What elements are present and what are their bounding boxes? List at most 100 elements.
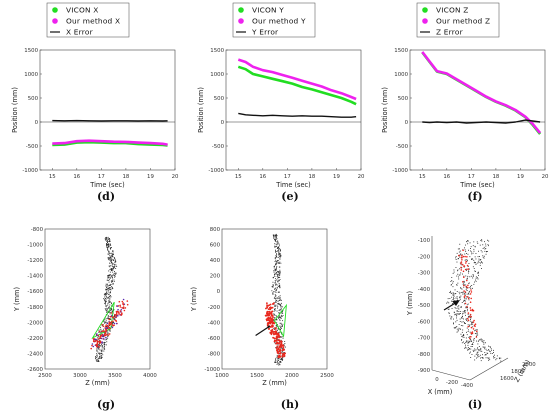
cloud-point [105,299,107,301]
y-tick-label: -1000 [22,168,38,174]
cloud-point [486,352,488,354]
cloud-point [100,345,102,347]
plot-frame [409,49,546,171]
cloud-point [477,343,479,345]
cloud-point [275,295,276,297]
cloud-point [477,242,479,244]
legend-marker [238,18,244,24]
cloud-point [482,341,484,343]
cloud-point [499,358,500,360]
cloud-point [100,329,102,331]
cloud-point [460,264,462,266]
cloud-point [448,302,450,304]
cloud-point [284,345,285,347]
cloud-point [469,276,471,278]
cloud-point [275,284,277,286]
cloud-point [465,244,466,246]
cloud-point [466,260,468,262]
cloud-point [464,297,466,299]
cloud-point [456,284,457,286]
cloud-point [481,239,483,241]
cloud-point [111,261,112,263]
cloud-point [274,361,275,363]
cloud-point [107,335,109,337]
cloud-point [276,260,278,262]
cloud-point [275,295,277,297]
cloud-point [277,362,279,364]
cloud-point [478,271,479,273]
estimated-point [108,333,111,335]
cloud-point [103,336,105,338]
estimated-point [90,347,92,350]
cloud-point [107,288,109,289]
cloud-point [98,353,100,354]
cloud-point [112,288,114,289]
cloud-point [278,317,280,318]
estimated-point [103,333,106,336]
cloud-point [280,358,282,360]
cloud-point [452,272,454,274]
cloud-point [105,293,107,294]
cloud-point [96,359,98,361]
cloud-point [447,308,449,310]
estimated-point [466,296,469,298]
cloud-point [112,282,114,284]
cloud-point [108,253,110,255]
estimated-point [105,324,108,326]
cloud-point [106,322,108,324]
point-cloud [95,236,118,362]
cloud-point [278,325,280,327]
estimated-point [271,306,274,309]
cloud-point [454,289,456,291]
y-axis-label: Y (mm) [406,291,414,316]
cloud-point [457,248,459,250]
cloud-point [469,324,471,326]
cloud-point [106,287,108,289]
cloud-point [486,251,488,252]
cloud-point [459,297,461,299]
estimated-point [110,323,112,326]
x-tick-label: 0 [435,377,439,383]
cloud-point [110,308,112,310]
cloud-point [106,243,107,244]
cloud-point [463,337,465,338]
cloud-point [279,261,281,263]
estimated-point [273,340,276,343]
cloud-point [468,329,469,331]
cloud-point [109,255,111,257]
cloud-point [500,360,502,362]
cloud-point [460,272,462,274]
x-tick-label: 15 [49,174,56,180]
cloud-point [106,244,108,245]
cloud-point [107,331,109,333]
cloud-point [279,266,281,268]
cloud-point [106,243,107,245]
cloud-point [116,266,118,267]
cloud-point [472,343,473,345]
estimated-point [275,335,278,338]
cloud-point [452,299,454,300]
series-line-2 [237,58,357,101]
cloud-point [109,307,110,309]
cloud-point [276,244,278,245]
cloud-point [278,364,280,366]
cloud-point [106,293,107,295]
estimated-point [100,337,103,340]
cloud-point [105,305,107,307]
cloud-point [107,317,109,319]
cloud-point [496,358,498,360]
estimated-point [92,345,95,348]
cloud-point [458,313,460,315]
cloud-point [106,289,108,290]
cloud-point [463,334,464,336]
cloud-point [104,239,106,241]
cloud-point [111,276,113,277]
cloud-point [475,271,476,272]
cloud-point [488,349,490,351]
estimated-point [460,269,463,271]
cloud-point [275,319,277,321]
cloud-point [280,336,282,338]
cloud-point [109,239,111,241]
cloud-point [113,257,115,258]
cloud-point [99,349,101,351]
